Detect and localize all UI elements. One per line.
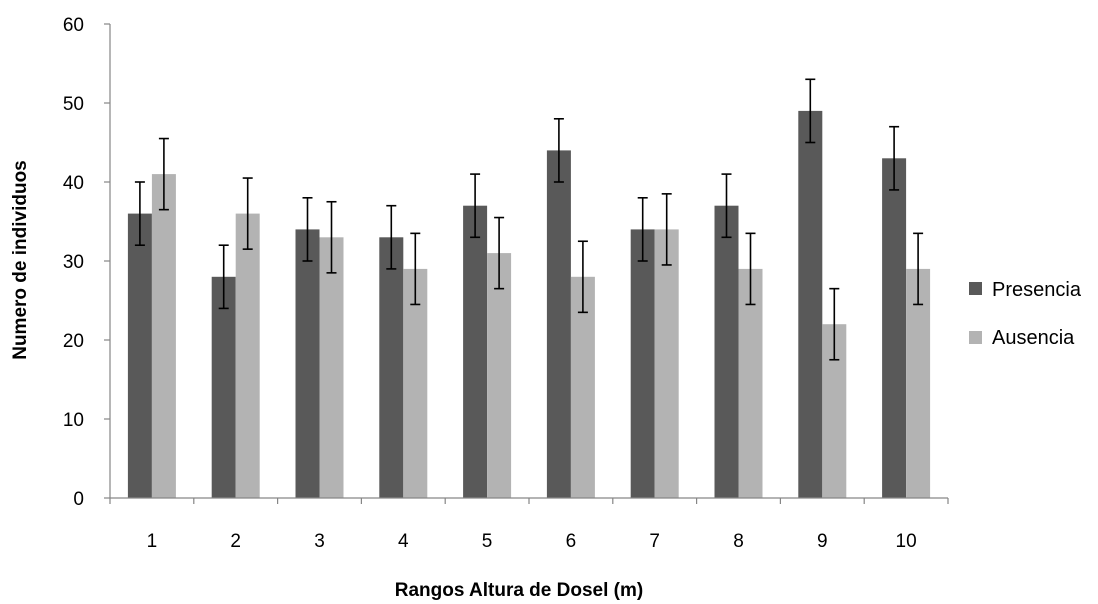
x-tick-label: 8 (733, 531, 744, 552)
error-bar-ausencia-6 (577, 240, 588, 314)
bar-presencia-9 (798, 110, 823, 499)
x-tick-label: 3 (314, 531, 325, 552)
error-bar-ausencia-3 (326, 200, 337, 274)
y-tick-label: 60 (63, 15, 84, 36)
error-bar-presencia-7 (637, 197, 648, 262)
x-tick-label: 5 (482, 531, 493, 552)
x-tick-label: 7 (649, 531, 660, 552)
bar-ausencia-4 (403, 268, 428, 498)
x-tick-label: 4 (398, 531, 409, 552)
y-axis-title: Numero de individuos (10, 160, 31, 360)
legend-swatch-ausencia (969, 331, 982, 344)
bar-presencia-4 (379, 237, 404, 499)
error-bar-ausencia-9 (829, 287, 840, 361)
tick-labels-layer: 0 10 20 30 40 50 60 1 2 3 4 5 6 7 8 9 10 (63, 15, 917, 552)
error-bar-ausencia-10 (913, 232, 924, 306)
error-bar-ausencia-8 (745, 232, 756, 306)
error-bar-presencia-3 (302, 197, 313, 262)
bar-ausencia-5 (487, 253, 512, 498)
legend-label-ausencia: Ausencia (992, 327, 1075, 349)
error-bar-presencia-1 (134, 181, 145, 246)
y-tick-label: 20 (63, 331, 84, 352)
error-bar-presencia-6 (553, 118, 564, 183)
bar-ausencia-1 (151, 174, 176, 498)
bar-ausencia-10 (906, 268, 931, 498)
error-bar-presencia-4 (386, 204, 397, 270)
y-tick-label: 0 (73, 489, 84, 510)
bar-presencia-2 (211, 276, 236, 498)
bar-ausencia-7 (654, 229, 679, 498)
error-bar-presencia-5 (470, 173, 481, 239)
error-bar-presencia-9 (805, 78, 816, 144)
bar-presencia-7 (630, 229, 655, 498)
x-tick-label: 1 (147, 531, 158, 552)
bar-presencia-3 (295, 229, 320, 498)
bar-presencia-8 (714, 205, 739, 498)
y-tick-label: 40 (63, 173, 84, 194)
x-tick-label: 6 (566, 531, 577, 552)
x-tick-label: 9 (817, 531, 828, 552)
legend: Presencia Ausencia (969, 279, 1082, 349)
bar-ausencia-8 (738, 268, 763, 498)
x-axis-title: Rangos Altura de Dosel (m) (395, 580, 643, 601)
axes-layer (104, 23, 949, 504)
y-tick-label: 50 (63, 94, 84, 115)
error-bar-presencia-2 (218, 244, 229, 310)
legend-swatch-presencia (969, 282, 982, 295)
bar-presencia-5 (463, 205, 488, 498)
bar-ausencia-3 (319, 237, 344, 499)
error-bar-ausencia-4 (410, 232, 421, 306)
error-bar-ausencia-7 (661, 193, 672, 266)
error-bar-ausencia-1 (158, 137, 169, 211)
error-bar-ausencia-5 (494, 216, 505, 290)
bar-ausencia-2 (235, 213, 260, 498)
x-tick-label: 10 (896, 531, 917, 552)
bars-layer (127, 110, 931, 499)
bar-presencia-1 (127, 213, 152, 498)
y-tick-label: 10 (63, 410, 84, 431)
error-bar-presencia-10 (889, 125, 900, 191)
bar-ausencia-6 (570, 276, 595, 498)
x-tick-label: 2 (230, 531, 241, 552)
y-tick-label: 30 (63, 252, 84, 273)
error-bar-ausencia-2 (242, 177, 253, 250)
bar-presencia-6 (546, 150, 571, 498)
bar-presencia-10 (882, 158, 907, 499)
error-bar-presencia-8 (721, 173, 732, 239)
legend-label-presencia: Presencia (992, 279, 1082, 301)
error-bars-layer (134, 78, 924, 361)
